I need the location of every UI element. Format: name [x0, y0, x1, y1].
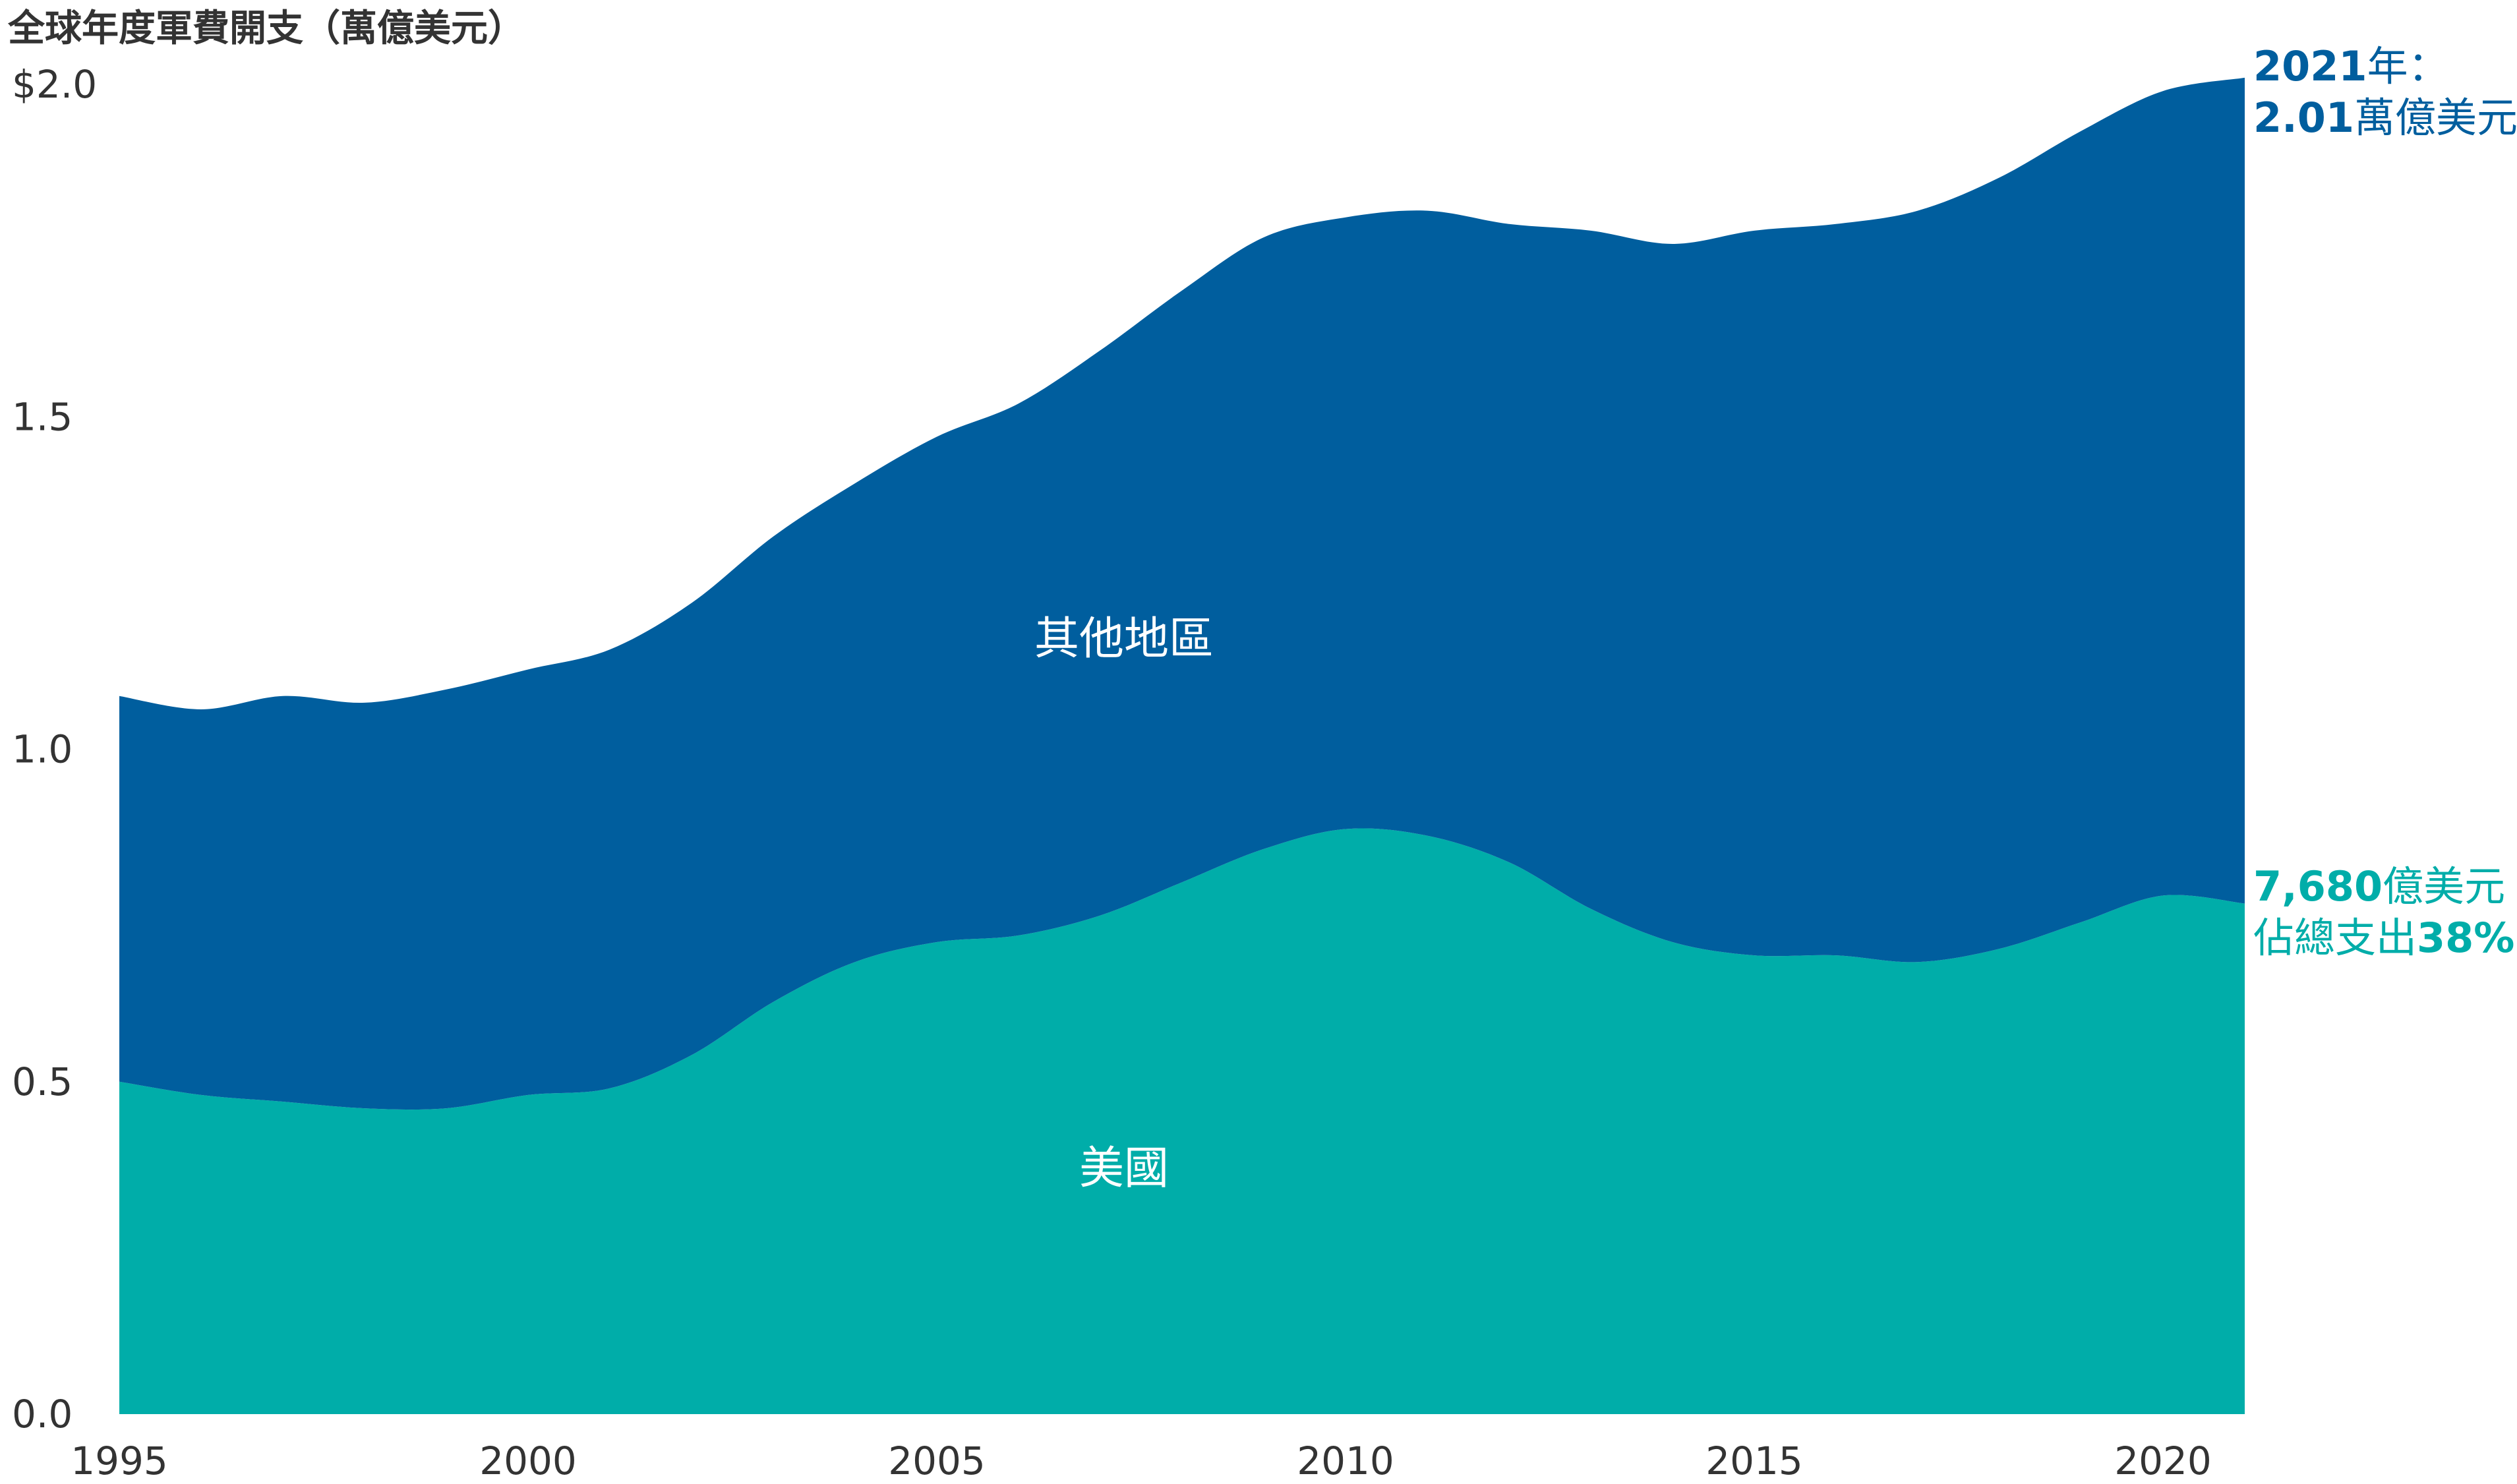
x-tick-label: 2000 [479, 1439, 577, 1483]
series-area-rest-of-world [119, 77, 2245, 1110]
annotation-us-share: 38% [2417, 914, 2514, 962]
annotation-total-line2: 2.01萬億美元 [2253, 94, 2517, 142]
series-label-rest-of-world: 其他地區 [1034, 613, 1214, 665]
y-tick-label: 0.0 [12, 1392, 73, 1437]
annotation-total-year: 2021 [2253, 42, 2367, 90]
series-area-us [119, 828, 2245, 1414]
annotation-us-value: 7,680 [2253, 862, 2383, 910]
x-tick-label: 2010 [1297, 1439, 1394, 1483]
plot-areas [119, 77, 2245, 1414]
x-tick-label: 2020 [2114, 1439, 2212, 1483]
annotation-total: 2021年： 2.01萬億美元 [2253, 42, 2517, 142]
annotation-total-line1: 2021年： [2253, 42, 2449, 90]
y-tick-label: 1.5 [12, 394, 73, 439]
x-axis-ticks: 1995 2000 2005 2010 2015 2020 [71, 1439, 2212, 1483]
chart-title: 全球年度軍費開支（萬億美元） [7, 7, 525, 50]
annotation-total-year-suffix: 年： [2367, 42, 2449, 90]
y-axis-ticks: 0.0 0.5 1.0 1.5 $2.0 [12, 62, 97, 1437]
y-tick-label: 0.5 [12, 1059, 73, 1104]
x-tick-label: 2015 [1705, 1439, 1803, 1483]
annotation-us-line1: 7,680億美元 [2253, 862, 2505, 910]
y-tick-label: 1.0 [12, 727, 73, 772]
annotation-us-share-label: 佔總支出 [2253, 914, 2417, 962]
x-tick-label: 2005 [888, 1439, 986, 1483]
annotation-us: 7,680億美元 佔總支出38% [2253, 862, 2514, 962]
y-tick-label: $2.0 [12, 62, 97, 107]
annotation-total-unit: 萬億美元 [2354, 94, 2517, 142]
series-label-us: 美國 [1079, 1143, 1169, 1195]
x-tick-label: 1995 [71, 1439, 168, 1483]
annotation-total-value: 2.01 [2253, 94, 2354, 142]
annotation-us-unit: 億美元 [2383, 862, 2505, 910]
annotation-us-line2: 佔總支出38% [2253, 914, 2514, 962]
